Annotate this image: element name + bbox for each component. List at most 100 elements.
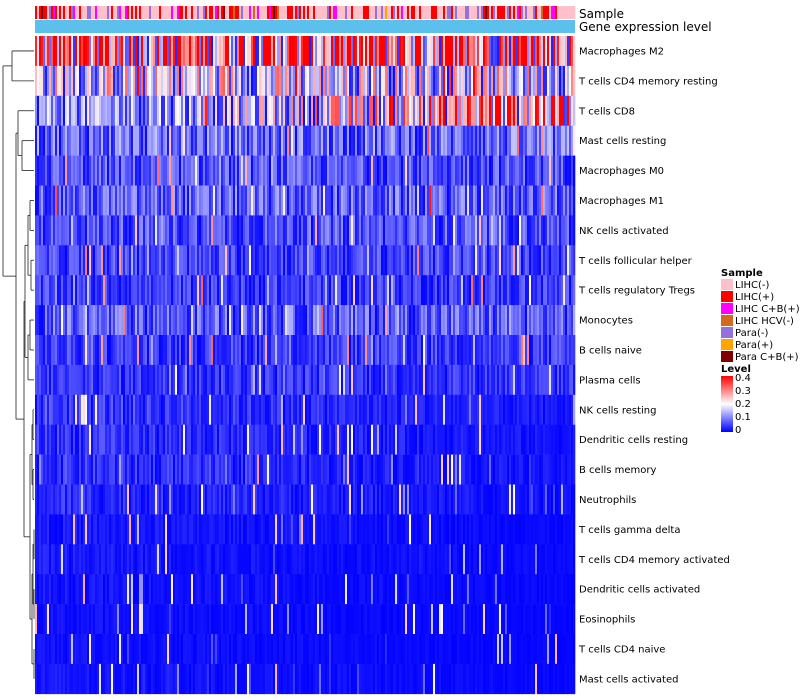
heatmap-cell [537,245,540,276]
heatmap-cell [145,95,148,126]
heatmap-cell [203,275,206,306]
heatmap-cell [373,484,376,515]
heatmap-cell [255,424,258,455]
heatmap-cell [187,394,190,425]
heatmap-cell [409,65,412,97]
heatmap-cell [351,364,354,396]
heatmap-cell [281,454,284,485]
heatmap-cell [271,364,274,396]
heatmap-cell [337,484,340,515]
heatmap-cell [347,454,350,485]
heatmap-cell [505,95,508,126]
heatmap-cell [361,514,364,545]
heatmap-cell [267,155,270,186]
heatmap-cell [395,394,398,425]
heatmap-cell [409,484,412,515]
heatmap-cell [427,305,430,336]
heatmap-cell [73,424,76,455]
heatmap-cell [433,454,436,485]
heatmap-cell [85,454,88,485]
heatmap-cell [339,65,342,97]
heatmap-cell [297,95,300,126]
heatmap-cell [251,65,254,97]
heatmap-cell [527,484,530,515]
sample-annotation-cell [559,6,562,19]
heatmap-cell [433,185,436,216]
heatmap-cell [313,275,316,306]
heatmap-cell [305,245,308,276]
heatmap-cell [153,454,156,485]
heatmap-cell [535,215,538,246]
heatmap-cell [369,95,372,126]
sample-annotation-cell [369,6,372,19]
heatmap-cell [183,454,186,485]
heatmap-cell [49,275,52,306]
heatmap-cell [315,514,318,545]
heatmap-cell [161,335,164,366]
heatmap-cell [369,484,372,515]
heatmap-cell [311,364,314,396]
heatmap-cell [539,305,542,336]
heatmap-cell [373,335,376,366]
heatmap-cell [311,514,314,545]
heatmap-cell [513,335,516,366]
heatmap-cell [111,544,114,575]
sample-annotation-cell [333,6,336,19]
heatmap-cell [515,95,518,126]
heatmap-cell [47,155,50,186]
heatmap-cell [273,215,276,246]
heatmap-cell [377,215,380,246]
heatmap-cell [151,125,154,156]
heatmap-cell [415,275,418,306]
heatmap-cell [217,424,220,455]
heatmap-cell [139,125,142,156]
heatmap-cell [129,245,132,276]
heatmap-cell [353,245,356,276]
heatmap-cell [299,364,302,396]
heatmap-cell [527,275,530,306]
heatmap-cell [47,335,50,366]
annotation-label-expression: Gene expression level [579,20,712,34]
heatmap-cell [301,454,304,485]
heatmap-cell [553,95,556,126]
heatmap-cell [387,245,390,276]
heatmap-cell [405,454,408,485]
heatmap-cell [555,394,558,425]
heatmap-cell [501,454,504,485]
heatmap-cell [489,335,492,366]
heatmap-cell [155,335,158,366]
heatmap-cell [159,305,162,336]
heatmap-cell [537,424,540,455]
heatmap-cell [525,275,528,306]
heatmap-cell [447,245,450,276]
heatmap-cell [175,424,178,455]
heatmap-cell [373,125,376,156]
sample-annotation-cell [317,6,320,19]
heatmap-cell [279,65,282,97]
heatmap-cell [373,215,376,246]
heatmap-cell [461,394,464,425]
heatmap-cell [449,275,452,306]
heatmap-cell [321,155,324,186]
heatmap-cell [113,275,116,306]
heatmap-cell [83,125,86,156]
heatmap-cell [423,394,426,425]
heatmap-cell [409,454,412,485]
heatmap-cell [333,185,336,216]
heatmap-cell [39,125,42,156]
heatmap-cell [537,335,540,366]
heatmap-cell [309,65,312,97]
heatmap-cell [541,364,544,396]
heatmap-cell [313,155,316,186]
heatmap-cell [221,514,224,545]
heatmap-cell [147,364,150,396]
heatmap-cell [559,245,562,276]
heatmap-cell [207,125,210,156]
heatmap-cell [275,125,278,156]
heatmap-cell [349,95,352,126]
heatmap-cell [379,454,382,485]
heatmap-cell [413,394,416,425]
heatmap-cell [229,36,232,67]
heatmap-cell [311,305,314,336]
heatmap-cell [87,95,90,126]
